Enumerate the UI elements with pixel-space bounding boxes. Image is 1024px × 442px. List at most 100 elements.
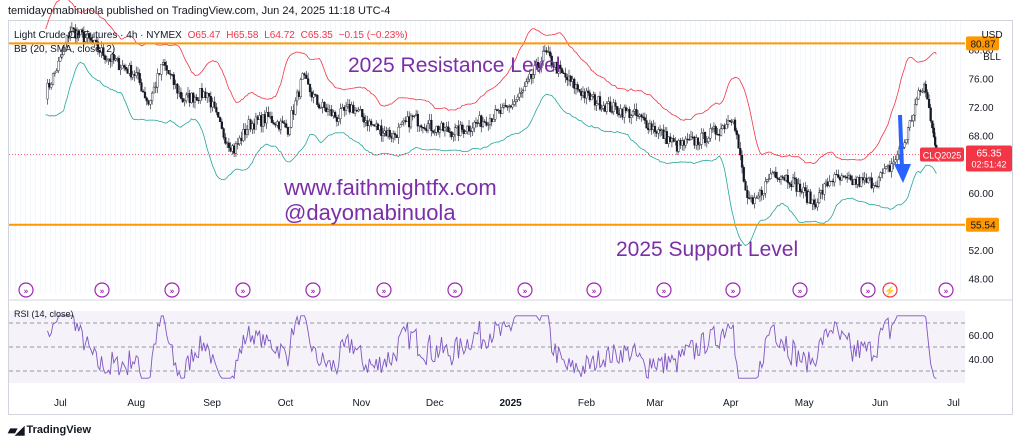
event-icon[interactable]: »: [656, 282, 672, 298]
candle-body: [590, 96, 593, 101]
event-icon[interactable]: »: [376, 282, 392, 298]
currency-code[interactable]: USD: [981, 30, 1003, 41]
candle-body: [62, 47, 65, 55]
candle-body: [222, 128, 225, 138]
candle-body: [610, 111, 614, 113]
candle-body: [635, 109, 638, 116]
candle-body: [192, 92, 195, 103]
candle-body: [771, 172, 774, 175]
candle-body: [906, 127, 910, 141]
candle-body: [585, 90, 588, 99]
candle-body: [260, 115, 263, 127]
candle-body: [169, 73, 172, 75]
candle-body: [160, 63, 163, 75]
candle-body: [886, 165, 890, 167]
event-icon[interactable]: »: [860, 282, 876, 298]
candle-body: [392, 133, 395, 139]
candle-body: [152, 86, 156, 94]
event-icon[interactable]: »: [18, 282, 34, 298]
lightning-circle: [882, 282, 898, 298]
candle-body: [406, 116, 409, 123]
candle-body: [186, 93, 190, 96]
candle-body: [607, 101, 610, 104]
candle-body: [525, 81, 528, 87]
legend-low: L64.72: [264, 30, 295, 41]
event-icon[interactable]: »: [447, 282, 463, 298]
candle-body: [645, 120, 648, 129]
handle-annotation: @dayomabinuola: [284, 200, 456, 225]
candle-body: [593, 94, 597, 106]
candle-body: [149, 100, 152, 105]
candle-body: [179, 91, 183, 99]
candle-body: [423, 127, 426, 129]
event-icon[interactable]: »: [164, 282, 180, 298]
candle-body: [399, 124, 402, 128]
rsi-legend[interactable]: RSI (14, close): [14, 309, 74, 319]
candle-body: [875, 185, 879, 187]
event-icon[interactable]: »: [517, 282, 533, 298]
candle-body: [381, 132, 385, 137]
event-icon-circle: [235, 282, 251, 298]
candle-body: [703, 132, 707, 144]
last-price-badge: 65.35: [976, 148, 1001, 159]
candle-body: [718, 134, 721, 136]
candle-body: [393, 133, 397, 136]
candle-body: [809, 191, 812, 204]
candle-body: [95, 39, 98, 42]
candle-body: [305, 74, 308, 79]
candle-body: [788, 182, 791, 185]
candle-body: [50, 84, 53, 88]
candle-body: [702, 132, 705, 134]
symbol-name[interactable]: Light Crude Oil Futures · 4h · NYMEX: [14, 30, 182, 41]
candle-body: [804, 187, 807, 191]
candle-body: [478, 115, 481, 124]
candle-body: [138, 73, 141, 83]
event-icon[interactable]: »: [305, 282, 321, 298]
candle-body: [325, 107, 328, 112]
candle-body: [744, 181, 747, 191]
candle-body: [640, 114, 643, 118]
bollinger-legend[interactable]: BB (20, SMA, close, 2): [14, 44, 116, 55]
website-annotation: www.faithmightfx.com: [283, 175, 497, 200]
candle-body: [786, 175, 789, 183]
event-icon[interactable]: »: [586, 282, 602, 298]
candle-body: [874, 185, 877, 187]
event-icon[interactable]: »: [94, 282, 110, 298]
candle-body: [330, 109, 333, 117]
candle-body: [395, 134, 398, 138]
candle-body: [283, 122, 286, 124]
event-icon-glyph: »: [170, 287, 175, 296]
candle-body: [231, 145, 234, 152]
candle-body: [707, 138, 710, 142]
candle-body: [691, 136, 694, 138]
candle-body: [689, 136, 693, 140]
rsi-line: [47, 314, 937, 380]
candle-body: [709, 128, 712, 139]
candle-body: [776, 177, 779, 180]
candle-body: [642, 116, 645, 118]
candle-body: [480, 115, 483, 127]
event-icon[interactable]: »: [792, 282, 808, 298]
candle-body: [883, 168, 886, 174]
event-icon[interactable]: »: [725, 282, 741, 298]
down-arrow-icon: [894, 114, 911, 183]
candle-body: [545, 50, 548, 53]
candle-body: [576, 84, 579, 90]
candle-body: [531, 74, 535, 79]
candle-body: [485, 121, 488, 126]
candle-body: [605, 103, 608, 112]
price-pane-grid: [9, 21, 965, 293]
event-icon[interactable]: »: [235, 282, 251, 298]
candle-body: [233, 145, 236, 154]
y-tick-label: 60.00: [968, 189, 993, 200]
candle-body: [790, 184, 793, 187]
candle-body: [344, 105, 348, 111]
currency-unit[interactable]: BLL: [983, 52, 1001, 63]
tradingview-logo[interactable]: ▰◢ TradingView: [8, 423, 91, 437]
event-icon[interactable]: »: [938, 282, 954, 298]
x-tick-label: Feb: [578, 398, 596, 409]
candle-body: [162, 62, 165, 65]
candle-body: [739, 148, 742, 156]
candle-body: [103, 55, 107, 60]
